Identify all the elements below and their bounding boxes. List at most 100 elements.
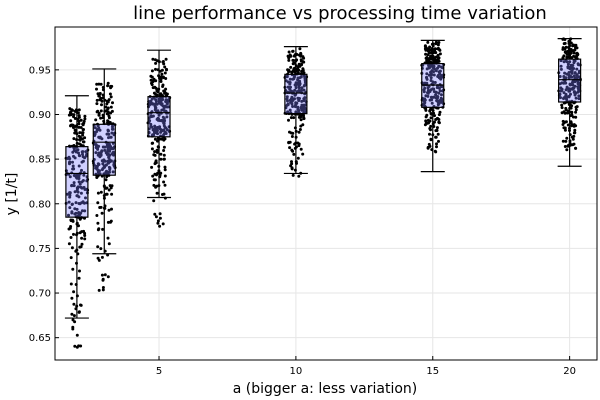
data-point <box>297 108 301 112</box>
data-point <box>79 126 83 129</box>
data-point <box>436 53 440 57</box>
data-point <box>105 175 109 179</box>
data-point <box>104 105 108 109</box>
data-point <box>565 85 569 89</box>
data-point <box>163 174 167 178</box>
data-point <box>292 75 296 79</box>
data-point <box>429 116 433 120</box>
data-point <box>80 168 83 172</box>
data-point <box>94 151 98 155</box>
data-point <box>289 131 293 135</box>
data-point <box>290 166 294 170</box>
data-point <box>77 276 81 280</box>
data-point <box>69 119 73 123</box>
data-point <box>107 98 111 102</box>
data-point <box>572 59 576 63</box>
data-point <box>82 128 85 131</box>
data-point <box>427 47 431 51</box>
data-point <box>81 131 85 135</box>
data-point <box>103 148 107 152</box>
data-point <box>562 42 566 46</box>
y-tick-label: 0.80 <box>29 199 51 210</box>
data-point <box>436 73 440 77</box>
data-point <box>156 219 160 223</box>
x-axis-ticks: 5 10 15 20 <box>156 356 576 377</box>
data-point <box>567 71 571 74</box>
data-point <box>153 178 157 182</box>
data-point <box>107 242 111 246</box>
data-point <box>290 160 293 164</box>
data-point <box>563 47 567 51</box>
data-point <box>302 104 306 108</box>
data-point <box>562 91 566 95</box>
data-point <box>299 53 303 56</box>
data-point <box>99 151 103 155</box>
data-point <box>424 48 428 52</box>
data-point <box>71 150 75 154</box>
data-point <box>96 162 100 166</box>
data-point <box>565 97 569 101</box>
data-point <box>79 118 83 122</box>
data-point <box>440 93 443 97</box>
data-point <box>109 105 113 109</box>
data-point <box>438 52 442 56</box>
data-point <box>96 245 100 249</box>
data-point <box>429 107 433 111</box>
chart-title: line performance vs processing time vari… <box>133 3 547 24</box>
data-point <box>435 145 438 149</box>
y-tick-label: 0.95 <box>29 65 51 76</box>
data-point <box>67 200 71 204</box>
data-point <box>569 70 573 74</box>
data-point <box>435 142 438 146</box>
data-point <box>151 133 155 137</box>
data-point <box>93 126 97 130</box>
data-point <box>159 98 163 102</box>
data-point <box>74 150 78 154</box>
data-point <box>151 141 155 145</box>
data-point <box>108 153 112 157</box>
data-point <box>101 288 105 292</box>
data-point <box>299 58 303 62</box>
data-point <box>154 185 158 189</box>
data-point <box>299 75 303 79</box>
data-point <box>160 137 164 141</box>
data-point <box>571 80 575 84</box>
data-point <box>105 132 109 136</box>
data-point <box>152 199 156 203</box>
data-point <box>432 73 436 77</box>
data-point <box>72 115 75 119</box>
data-point <box>430 101 434 105</box>
data-point <box>299 124 303 128</box>
data-point <box>437 41 441 44</box>
data-point <box>101 278 105 282</box>
data-point <box>564 94 568 98</box>
data-point <box>166 100 170 103</box>
data-point <box>161 193 164 196</box>
data-point <box>71 325 75 329</box>
data-point <box>83 237 87 241</box>
data-point <box>157 101 161 105</box>
data-point <box>72 184 76 188</box>
data-point <box>79 211 83 215</box>
data-point <box>110 109 114 113</box>
data-point <box>105 102 109 106</box>
data-point <box>149 78 153 82</box>
data-point <box>157 97 161 101</box>
data-point <box>77 175 81 178</box>
data-point <box>159 130 163 134</box>
data-point <box>562 60 566 64</box>
data-point <box>577 97 581 101</box>
data-point <box>569 120 573 124</box>
data-point <box>156 221 160 225</box>
data-point <box>287 140 291 144</box>
data-point <box>150 165 154 169</box>
data-point <box>437 113 441 117</box>
data-point <box>564 81 568 85</box>
data-point <box>109 95 113 99</box>
data-point <box>298 47 302 51</box>
data-point <box>292 61 296 65</box>
data-point <box>299 63 303 67</box>
data-point <box>79 191 83 195</box>
data-point <box>99 205 103 209</box>
data-point <box>432 87 436 91</box>
